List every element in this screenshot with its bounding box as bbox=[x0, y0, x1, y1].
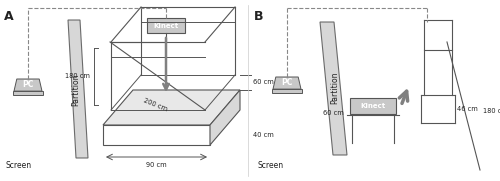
Polygon shape bbox=[14, 79, 42, 91]
Text: Screen: Screen bbox=[6, 161, 32, 169]
FancyBboxPatch shape bbox=[12, 91, 44, 95]
Text: PC: PC bbox=[282, 78, 292, 87]
Text: Kinect: Kinect bbox=[154, 22, 178, 28]
FancyBboxPatch shape bbox=[350, 98, 396, 114]
Text: PC: PC bbox=[22, 80, 34, 89]
Polygon shape bbox=[210, 90, 240, 145]
Text: 60 cm: 60 cm bbox=[323, 110, 344, 116]
Text: 180 cm: 180 cm bbox=[65, 73, 90, 79]
Text: 180 cm: 180 cm bbox=[483, 108, 500, 114]
Text: Screen: Screen bbox=[257, 161, 283, 169]
Polygon shape bbox=[320, 22, 347, 155]
FancyBboxPatch shape bbox=[147, 18, 185, 33]
FancyBboxPatch shape bbox=[272, 89, 302, 93]
Text: Partition: Partition bbox=[330, 72, 340, 104]
Polygon shape bbox=[273, 77, 301, 89]
Polygon shape bbox=[103, 125, 210, 145]
Text: Partition: Partition bbox=[72, 74, 80, 106]
Text: 40 cm: 40 cm bbox=[253, 132, 274, 138]
Text: B: B bbox=[254, 10, 264, 23]
Text: 200 cm: 200 cm bbox=[142, 98, 168, 112]
Text: 90 cm: 90 cm bbox=[146, 162, 167, 168]
Polygon shape bbox=[68, 20, 88, 158]
Polygon shape bbox=[103, 90, 240, 125]
Text: A: A bbox=[4, 10, 14, 23]
Text: 46 cm: 46 cm bbox=[457, 106, 478, 112]
Text: Kinect: Kinect bbox=[360, 103, 386, 109]
Text: 60 cm: 60 cm bbox=[253, 79, 274, 85]
